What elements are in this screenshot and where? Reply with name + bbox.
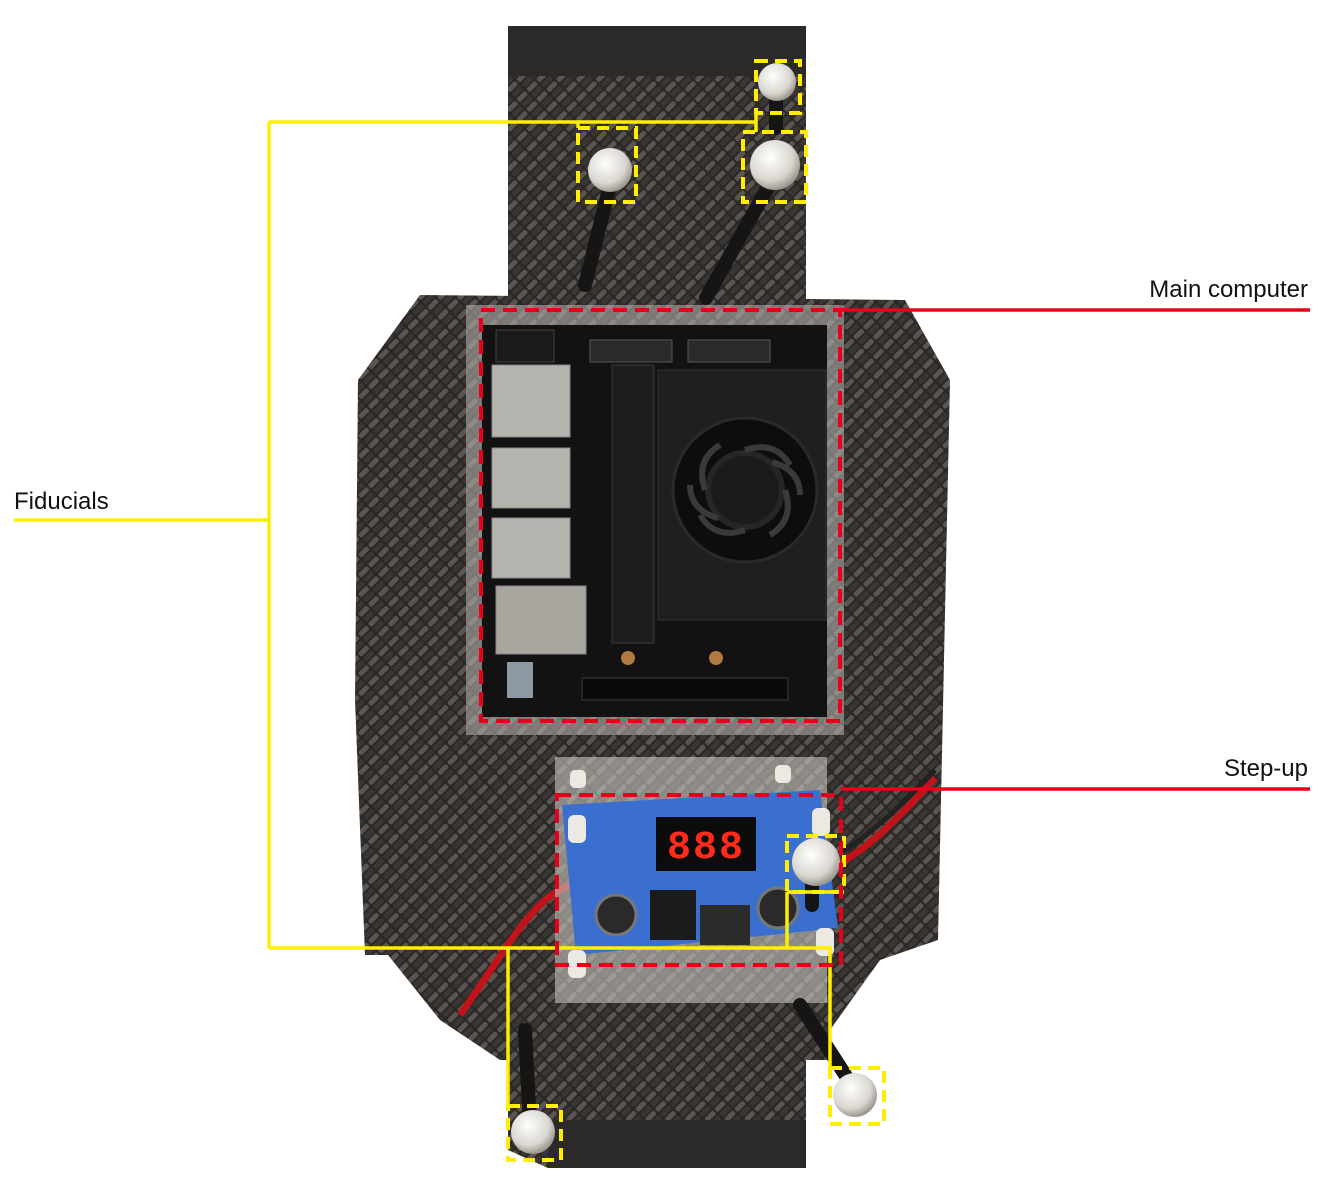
fan-icon [671,416,819,564]
ethernet-port [495,585,587,655]
main-computer [466,305,844,735]
usb-port [491,517,571,579]
led-display: 888 [667,826,745,871]
fiducial-ball-icon [511,63,877,1154]
component-boxes [479,308,843,967]
step-up-module: 888 [555,757,838,1003]
usb-port [491,364,571,438]
usb-port [491,447,571,509]
label-step-up: Step-up [1223,755,1308,782]
fiducial-leaders [14,113,844,1106]
component-leaders [840,308,1310,791]
label-fiducials: Fiducials [14,488,109,515]
label-main-computer: Main computer [1149,276,1308,303]
